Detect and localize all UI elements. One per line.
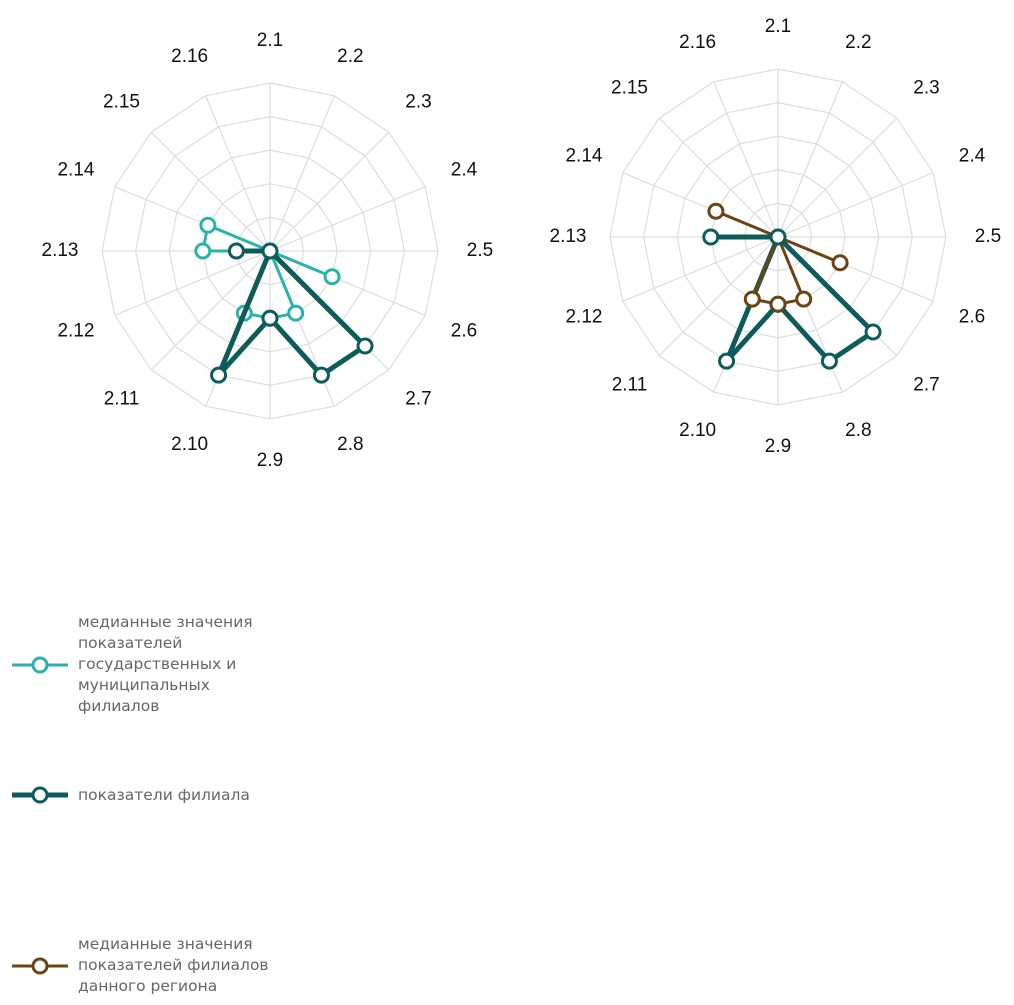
data-point-2.14 — [707, 202, 725, 220]
axis-label-2.4: 2.4 — [959, 146, 986, 167]
grid-spoke — [150, 131, 271, 252]
axis-label-2.7: 2.7 — [913, 375, 939, 396]
axis-label-2.16: 2.16 — [679, 32, 716, 53]
axis-label-2.1: 2.1 — [765, 16, 791, 37]
legend-item-branch-indicators: показатели филиала — [10, 783, 328, 807]
axis-label-2.15: 2.15 — [611, 78, 648, 99]
axis-label-2.9: 2.9 — [765, 436, 791, 457]
axis-label-2.11: 2.11 — [104, 389, 140, 410]
grid-spoke — [658, 117, 779, 238]
legend-item-state-municipal-median: медианные значения показателей государст… — [10, 612, 328, 717]
grid-spoke — [777, 172, 934, 238]
axis-label-2.10: 2.10 — [171, 434, 208, 455]
legend-item-region-median: медианные значения показателей филиалов … — [10, 934, 328, 997]
data-point-2.6 — [831, 254, 849, 272]
data-point-2.7 — [356, 337, 374, 355]
grid-spoke — [622, 236, 779, 302]
data-point-2.9 — [261, 309, 279, 327]
grid-spoke — [114, 250, 271, 316]
axis-label-2.10: 2.10 — [679, 420, 716, 441]
data-point-2.13 — [227, 242, 245, 260]
legend-label: медианные значения показателей филиалов … — [78, 935, 269, 995]
grid-spoke — [269, 186, 426, 252]
radar-charts: 2.1 2.2 2.3 2.4 2.5 2.6 2.7 2.8 2.9 2.10 2.11 2.12 2… — [42, 16, 1002, 471]
axis-label-2.12: 2.12 — [57, 320, 94, 341]
axis-label-2.11: 2.11 — [612, 375, 648, 396]
axis-label-2.6: 2.6 — [959, 306, 985, 327]
data-point-2.8 — [312, 366, 330, 384]
axis-label-2.15: 2.15 — [103, 92, 140, 113]
data-point-2.7 — [864, 323, 882, 341]
axis-label-2.14: 2.14 — [565, 146, 602, 167]
data-point-2.9 — [769, 295, 787, 313]
legend-swatch-brown-line — [12, 957, 68, 974]
legend-label: показатели филиала — [78, 785, 250, 804]
grid-spoke — [713, 81, 779, 238]
grid-spoke — [777, 117, 898, 238]
radar-chart-2: 2.1 2.2 2.3 2.4 2.5 2.6 2.7 2.8 2.9 2.10 2.11 2.12 2… — [550, 16, 1002, 457]
legend-swatch-teal-line — [12, 656, 68, 673]
center-point — [769, 228, 787, 246]
grid-spoke — [658, 236, 779, 357]
axis-label-2.5: 2.5 — [975, 226, 1001, 247]
grid-spoke — [205, 95, 271, 252]
axis-label-2.3: 2.3 — [913, 78, 939, 99]
grid-spoke — [269, 95, 335, 252]
axis-label-2.7: 2.7 — [405, 389, 431, 410]
data-point-2.10 — [718, 352, 736, 370]
data-point-2.14 — [199, 216, 217, 234]
axis-label-2.5: 2.5 — [467, 240, 493, 261]
radar-chart-1: 2.1 2.2 2.3 2.4 2.5 2.6 2.7 2.8 2.9 2.10 2.11 2.12 2… — [42, 30, 494, 471]
axis-label-2.1: 2.1 — [257, 30, 283, 51]
data-point-2.8 — [287, 304, 305, 322]
center-point — [261, 242, 279, 260]
axis-label-2.9: 2.9 — [257, 450, 283, 471]
data-point-2.10 — [743, 290, 761, 308]
grid-spoke — [777, 81, 843, 238]
grid-spoke — [269, 131, 390, 252]
data-point-2.6 — [323, 268, 341, 286]
axis-label-2.8: 2.8 — [845, 420, 871, 441]
axis-label-2.4: 2.4 — [451, 160, 478, 181]
data-point-2.8 — [795, 290, 813, 308]
axis-label-2.6: 2.6 — [451, 320, 477, 341]
data-point-2.13 — [702, 228, 720, 246]
axis-label-2.8: 2.8 — [337, 434, 363, 455]
data-point-2.13 — [194, 242, 212, 260]
axis-label-2.13: 2.13 — [42, 240, 79, 261]
data-point-2.10 — [210, 366, 228, 384]
axis-label-2.14: 2.14 — [57, 160, 94, 181]
legend-label: медианные значения показателей государст… — [78, 613, 253, 715]
axis-label-2.12: 2.12 — [565, 306, 602, 327]
series-line-1 — [201, 223, 334, 320]
axis-label-2.3: 2.3 — [405, 92, 431, 113]
data-point-2.8 — [820, 352, 838, 370]
grid-spoke — [150, 250, 271, 371]
axis-label-2.16: 2.16 — [171, 46, 208, 67]
series-line-1 — [708, 234, 876, 364]
axis-label-2.13: 2.13 — [550, 226, 587, 247]
axis-label-2.2: 2.2 — [845, 32, 871, 53]
axis-label-2.2: 2.2 — [337, 46, 363, 67]
legend-swatch-darkteal-line — [12, 786, 68, 804]
